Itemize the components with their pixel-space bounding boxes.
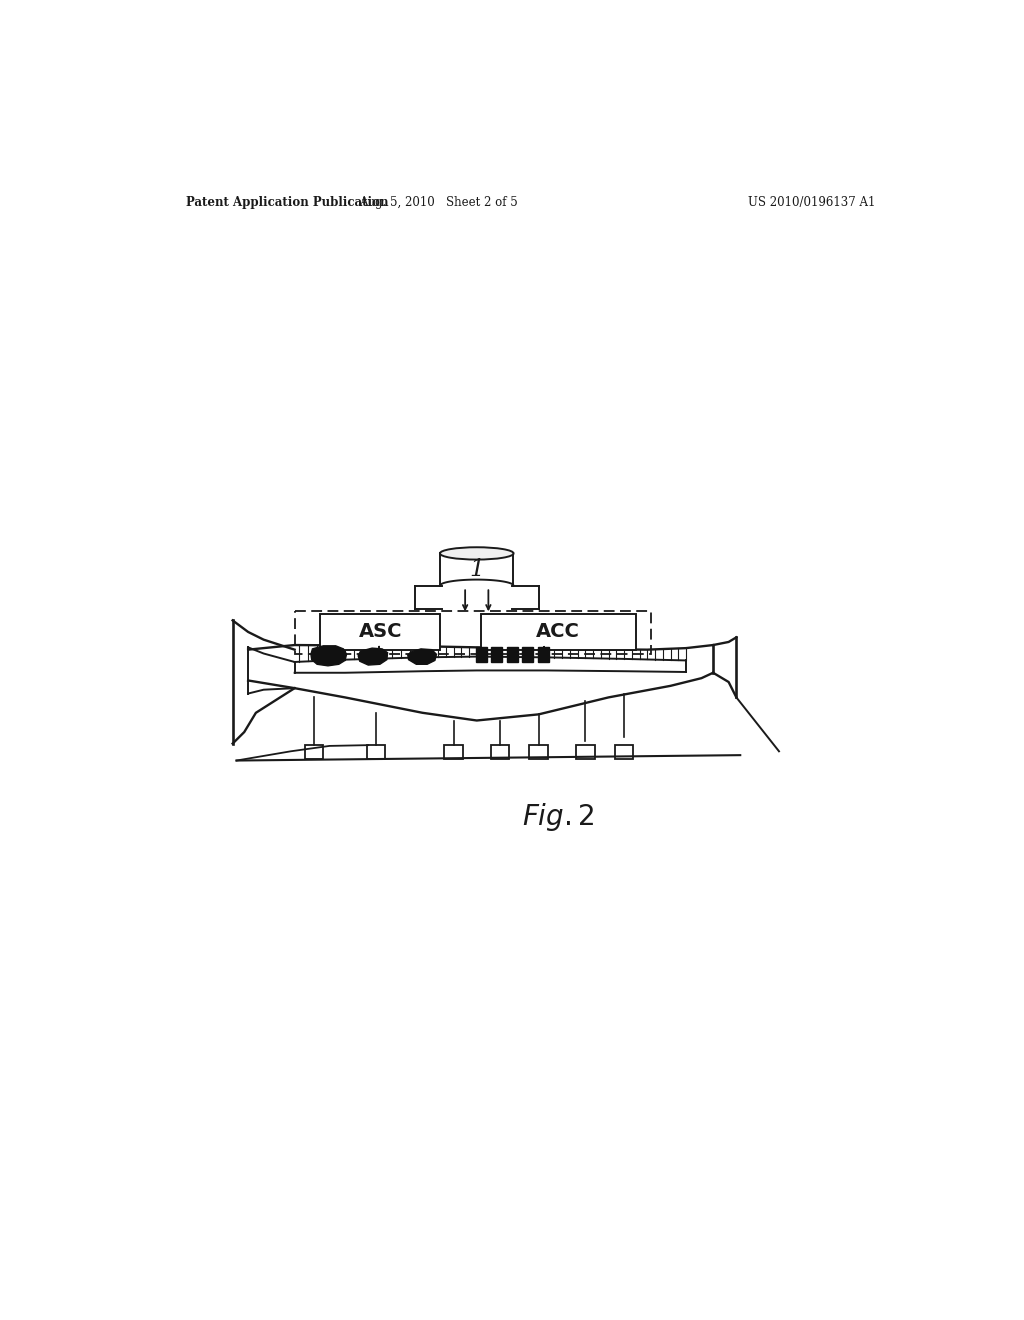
Polygon shape: [408, 649, 436, 664]
Bar: [367, 744, 385, 759]
Bar: [614, 744, 633, 759]
Ellipse shape: [440, 548, 514, 560]
Text: Patent Application Publication: Patent Application Publication: [186, 195, 389, 209]
Bar: [305, 744, 324, 759]
Bar: [444, 744, 463, 759]
Bar: [321, 614, 440, 649]
Text: $\it{Fig.2}$: $\it{Fig.2}$: [522, 801, 594, 833]
Text: Aug. 5, 2010   Sheet 2 of 5: Aug. 5, 2010 Sheet 2 of 5: [358, 195, 517, 209]
Text: ACC: ACC: [537, 623, 580, 642]
Bar: [492, 647, 503, 663]
Bar: [507, 647, 518, 663]
Text: ASC: ASC: [358, 623, 402, 642]
Bar: [575, 744, 595, 759]
Bar: [538, 647, 549, 663]
Text: US 2010/0196137 A1: US 2010/0196137 A1: [748, 195, 876, 209]
Bar: [522, 647, 534, 663]
Bar: [476, 647, 486, 663]
Bar: [490, 744, 509, 759]
Bar: [480, 614, 636, 649]
Polygon shape: [358, 648, 388, 665]
Bar: [529, 744, 548, 759]
Polygon shape: [311, 645, 346, 665]
Text: 1: 1: [469, 558, 484, 581]
Bar: [295, 611, 651, 653]
